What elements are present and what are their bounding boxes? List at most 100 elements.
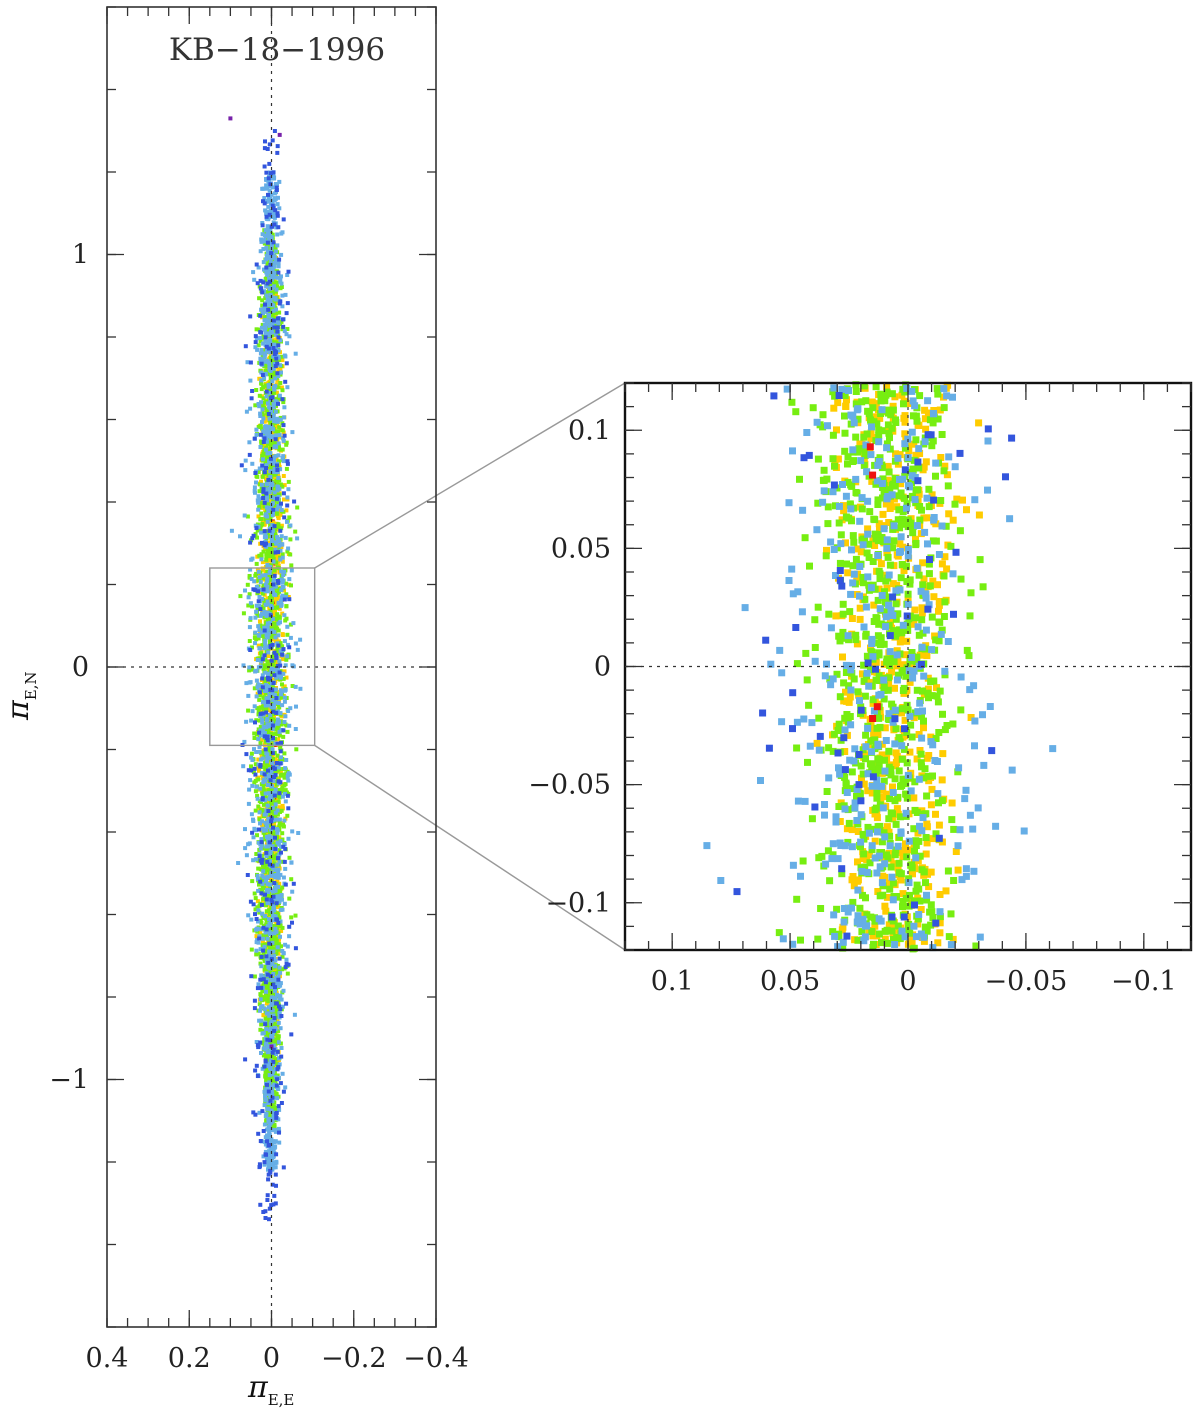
main-point-lightblue	[265, 882, 270, 887]
main-point-green	[253, 896, 258, 901]
main-point-green	[277, 357, 282, 362]
main-point-lightblue	[277, 179, 282, 184]
main-point-lightblue	[282, 842, 287, 847]
main-point-lightblue	[267, 1165, 272, 1170]
main-point-lightblue	[242, 739, 247, 744]
main-point-yellow	[263, 418, 268, 423]
main-point-green	[277, 310, 282, 315]
main-point-lightblue	[272, 275, 277, 280]
main-point-lightblue	[270, 513, 275, 518]
main-point-blue	[271, 170, 276, 175]
main-point-blue	[274, 1183, 278, 1188]
main-point-lightblue	[253, 641, 257, 646]
main-point-lightblue	[264, 270, 269, 275]
main-point-green	[259, 554, 264, 559]
main-point-lightblue	[260, 720, 265, 725]
main-point-green	[283, 782, 288, 786]
main-point-blue	[264, 344, 269, 349]
main-point-green	[270, 1082, 275, 1087]
main-point-green	[284, 581, 289, 586]
main-point-blue	[284, 1001, 289, 1006]
main-point-green	[260, 426, 264, 431]
main-point-blue	[253, 340, 258, 345]
main-point-lightblue	[279, 370, 283, 375]
main-point-green	[274, 478, 279, 483]
main-point-lightblue	[265, 428, 270, 432]
main-point-green	[267, 552, 272, 556]
main-point-lightblue	[273, 875, 278, 880]
main-point-green	[280, 885, 285, 890]
main-data-points	[228, 116, 303, 1222]
main-point-lightblue	[278, 983, 283, 988]
main-point-green	[268, 980, 273, 985]
main-point-lightblue	[268, 475, 273, 479]
main-point-lightblue	[264, 876, 269, 881]
main-point-lightblue	[251, 835, 256, 840]
main-point-blue	[276, 1104, 281, 1109]
main-point-lightblue	[270, 523, 275, 528]
main-point-blue	[264, 170, 269, 175]
main-point-lightblue	[281, 988, 286, 993]
main-point-lightblue	[269, 1019, 274, 1024]
main-point-lightblue	[254, 668, 259, 673]
main-point-lightblue	[274, 307, 278, 312]
main-point-lightblue	[281, 875, 286, 880]
main-point-lightblue	[269, 1108, 274, 1113]
main-point-lightblue	[257, 1110, 262, 1115]
main-point-green	[274, 731, 279, 736]
main-point-lightblue	[267, 333, 272, 337]
main-point-green	[266, 988, 271, 993]
main-point-lightblue	[282, 901, 287, 906]
main-point-lightblue	[265, 783, 270, 787]
main-point-lightblue	[267, 693, 272, 698]
main-point-lightblue	[275, 232, 280, 237]
main-point-lightblue	[275, 945, 280, 950]
main-point-green	[267, 854, 272, 859]
main-point-lightblue	[266, 820, 271, 825]
main-point-lightblue	[256, 665, 261, 670]
main-point-lightblue	[260, 221, 265, 225]
main-point-yellow	[276, 516, 281, 521]
main-point-blue	[282, 859, 287, 864]
main-point-green	[256, 425, 261, 429]
main-point-lightblue	[286, 642, 290, 647]
main-point-lightblue	[278, 919, 283, 924]
main-point-lightblue	[283, 766, 288, 771]
main-point-blue	[243, 1057, 248, 1062]
main-point-lightblue	[264, 463, 269, 468]
main-point-lightblue	[276, 601, 281, 606]
main-point-lightblue	[265, 253, 269, 258]
main-point-yellow	[256, 514, 261, 519]
main-point-lightblue	[252, 277, 257, 282]
main-point-green	[250, 879, 255, 884]
main-point-green	[266, 788, 271, 793]
main-point-blue	[274, 761, 279, 765]
main-point-green	[262, 958, 267, 963]
main-point-blue	[271, 736, 275, 740]
main-point-blue	[273, 1172, 278, 1177]
main-point-lightblue	[286, 487, 291, 492]
main-point-lightblue	[278, 417, 283, 422]
main-point-lightblue	[273, 249, 278, 254]
main-point-lightblue	[293, 727, 298, 731]
main-point-blue	[281, 1165, 286, 1170]
main-point-blue	[273, 437, 278, 442]
main-point-blue	[271, 982, 276, 987]
main-point-lightblue	[261, 869, 266, 874]
main-point-green	[265, 867, 269, 872]
main-point-green	[263, 657, 268, 662]
main-point-lightblue	[260, 881, 265, 886]
main-point-lightblue	[268, 292, 273, 297]
main-point-lightblue	[273, 593, 278, 598]
main-point-blue	[281, 647, 286, 652]
main-point-green	[264, 459, 268, 464]
main-point-lightblue	[257, 595, 262, 599]
main-point-lightblue	[255, 796, 260, 801]
main-point-blue	[276, 335, 281, 340]
main-point-blue	[277, 301, 282, 306]
main-point-lightblue	[264, 879, 268, 884]
main-point-blue	[274, 1083, 279, 1088]
main-point-green	[268, 517, 272, 522]
main-point-blue	[254, 917, 259, 921]
main-point-lightblue	[281, 454, 286, 459]
